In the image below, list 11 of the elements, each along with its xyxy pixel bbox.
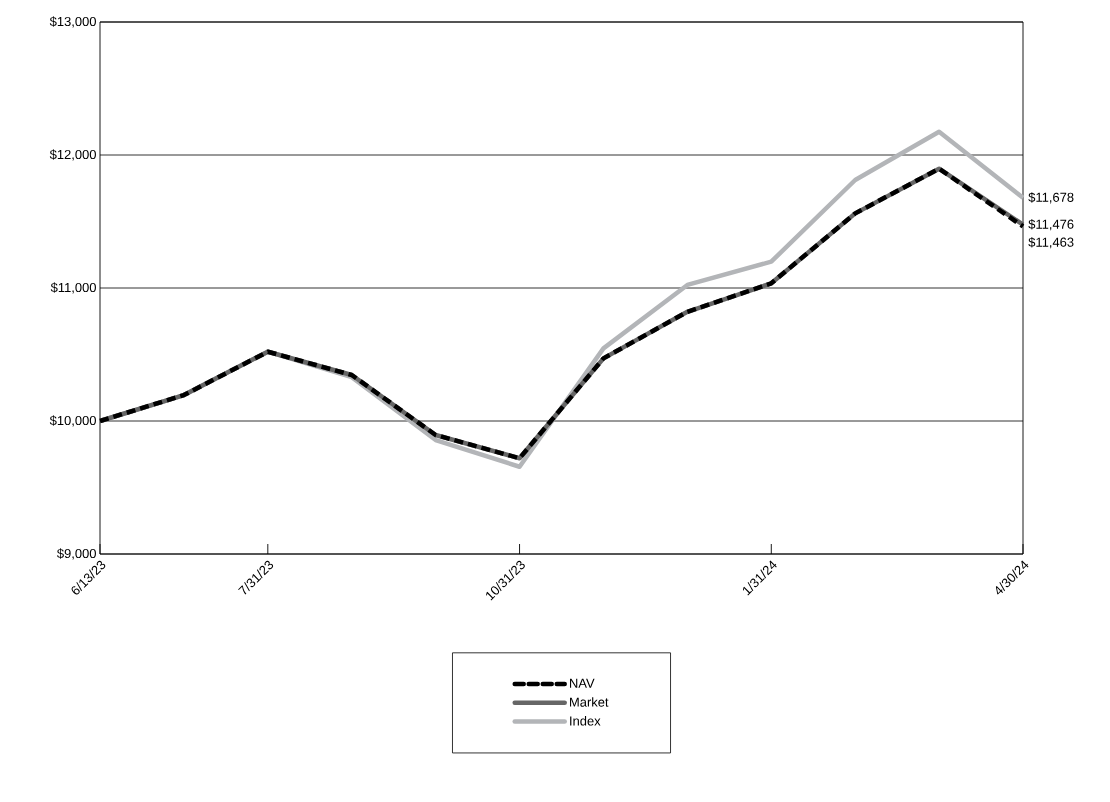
data-label: $11,678 (1028, 192, 1074, 204)
legend-label: Market (570, 697, 609, 707)
y-tick-label: $11,000 (50, 282, 96, 294)
y-tick-label: $13,000 (49, 16, 96, 28)
legend-label: NAV (570, 678, 595, 688)
data-label: $11,463 (1028, 237, 1074, 249)
legend-label: Index (570, 716, 601, 726)
y-tick-label: $12,000 (49, 149, 96, 161)
y-tick-label: $10,000 (49, 415, 96, 427)
data-label: $11,476 (1028, 219, 1074, 231)
y-tick-label: $9,000 (57, 548, 96, 560)
